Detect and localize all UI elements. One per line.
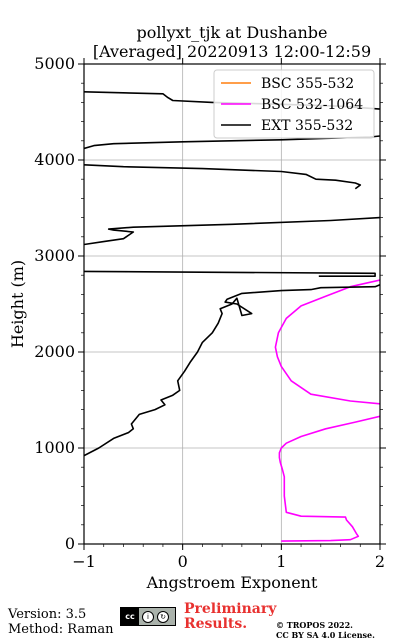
cc-license-badge-icon: cc i ↻ <box>120 607 176 626</box>
x-tick-label: 0 <box>178 552 188 571</box>
legend-box <box>213 69 375 139</box>
y-tick-label: 1000 <box>34 438 75 457</box>
y-axis-label: Height (m) <box>8 260 27 348</box>
cc-logo-icon: cc <box>121 608 139 625</box>
preliminary-notice: Preliminary Results. <box>184 602 276 632</box>
license-text: CC BY SA 4.0 License. <box>276 630 375 640</box>
plot-frame <box>83 63 381 545</box>
y-tick-label: 2000 <box>34 342 75 361</box>
x-tick-label: −1 <box>72 552 96 571</box>
legend-label-2: EXT 355-532 <box>261 118 353 134</box>
series-line-1 <box>274 279 380 542</box>
y-tick-label: 3000 <box>34 246 75 265</box>
series-group <box>84 91 380 542</box>
preliminary-line-2: Results. <box>184 616 248 632</box>
x-axis-label: Angstroem Exponent <box>146 573 318 592</box>
x-tick-label: 2 <box>375 552 385 571</box>
version-text: Version: 3.5 <box>8 607 87 622</box>
legend: BSC 355-532 BSC 532-1064 EXT 355-532 <box>213 69 375 139</box>
copyright-text: © TROPOS 2022. <box>276 620 353 630</box>
y-tick-label: 0 <box>65 534 75 553</box>
series-line-2 <box>84 91 380 457</box>
chart-title: pollyxt_tjk at Dushanbe <box>136 23 327 42</box>
chart-subtitle: [Averaged] 20220913 12:00-12:59 <box>93 42 371 61</box>
legend-label-0: BSC 355-532 <box>261 76 354 92</box>
y-tick-label: 5000 <box>34 54 75 73</box>
preliminary-line-1: Preliminary <box>184 601 277 617</box>
share-alike-icon: ↻ <box>157 610 169 623</box>
legend-label-1: BSC 532-1064 <box>261 97 363 113</box>
y-tick-label: 4000 <box>34 150 75 169</box>
method-text: Method: Raman <box>8 622 114 637</box>
x-tick-label: 1 <box>276 552 286 571</box>
attribution-icon: i <box>142 610 154 623</box>
license-notice: © TROPOS 2022. CC BY SA 4.0 License. <box>276 620 375 640</box>
